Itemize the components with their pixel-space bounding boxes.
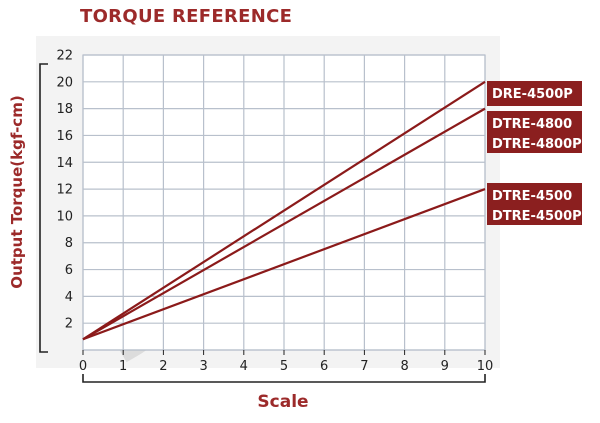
series-line bbox=[82, 107, 486, 341]
y-axis-label: Output Torque(kgf-cm) bbox=[8, 95, 26, 288]
y-tick-label: 2 bbox=[65, 317, 73, 332]
y-tick-label: 18 bbox=[56, 102, 73, 117]
legend: DRE-4500P DTRE-4800 DTRE-4800P DTRE-4500 DTR… bbox=[487, 81, 582, 225]
x-tick-label: 9 bbox=[441, 359, 449, 374]
x-tick-label: 6 bbox=[320, 359, 328, 374]
y-tick-label: 8 bbox=[65, 236, 73, 251]
y-tick-label: 10 bbox=[56, 209, 73, 224]
x-axis-label: Scale bbox=[257, 392, 308, 412]
legend-label: DTRE-4500 bbox=[492, 189, 572, 204]
y-tick-label: 20 bbox=[56, 75, 73, 90]
legend-label: DTRE-4800P bbox=[492, 137, 582, 152]
legend-box bbox=[487, 81, 582, 106]
chart-title: TORQUE REFERENCE bbox=[80, 6, 293, 27]
y-axis-bracket bbox=[39, 63, 48, 353]
legend-label: DRE-4500P bbox=[492, 87, 573, 102]
y-tick-label: 12 bbox=[56, 183, 73, 198]
x-tick-label: 0 bbox=[79, 359, 87, 374]
y-tick-label: 4 bbox=[65, 290, 73, 305]
x-tick-label: 1 bbox=[119, 359, 127, 374]
x-tick-label: 8 bbox=[400, 359, 408, 374]
y-tick-label: 22 bbox=[56, 49, 73, 64]
x-axis-bracket bbox=[82, 374, 486, 383]
y-tick-label: 6 bbox=[65, 263, 73, 278]
x-tick-label: 7 bbox=[360, 359, 368, 374]
series-lines bbox=[82, 80, 486, 341]
legend-box bbox=[487, 183, 582, 225]
x-tick-label: 10 bbox=[477, 359, 494, 374]
axes: 0 1 2 3 4 5 6 7 8 9 10246810121416182022ScaleOutpu… bbox=[8, 49, 493, 413]
legend-label: DTRE-4800 bbox=[492, 117, 572, 132]
legend-box bbox=[487, 111, 582, 153]
y-tick-label: 16 bbox=[56, 129, 73, 144]
y-tick-label: 14 bbox=[56, 156, 73, 171]
x-tick-label: 4 bbox=[240, 359, 248, 374]
series-line bbox=[82, 188, 486, 341]
legend-label: DTRE-4500P bbox=[492, 209, 582, 224]
series-line bbox=[82, 80, 486, 341]
x-tick-label: 3 bbox=[199, 359, 207, 374]
x-tick-label: 5 bbox=[280, 359, 288, 374]
x-tick-label: 2 bbox=[159, 359, 167, 374]
